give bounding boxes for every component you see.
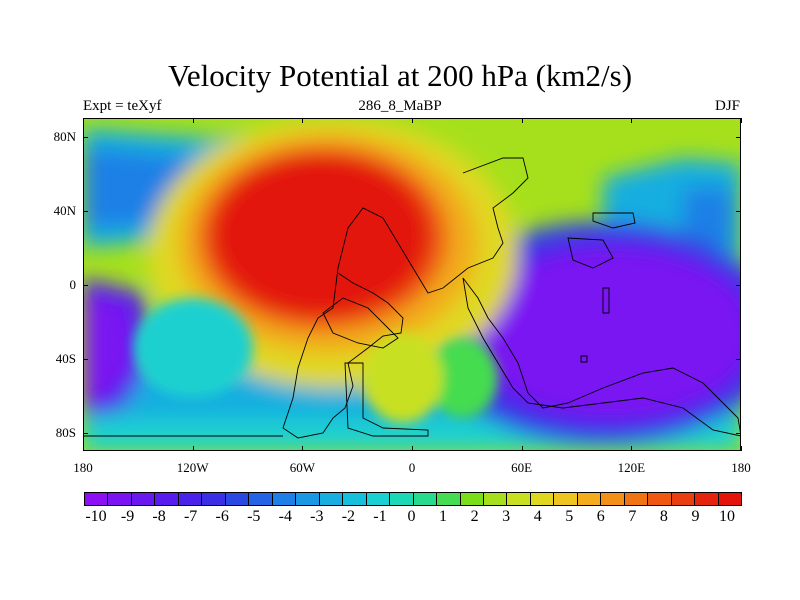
field-contours (83, 118, 741, 451)
y-tick-label: 80S (55, 424, 76, 440)
experiment-label: Expt = teXyf (83, 98, 162, 114)
colorbar-label: 3 (502, 508, 511, 525)
season-label: DJF (714, 98, 740, 114)
colorbar-swatch (390, 493, 414, 505)
colorbar-label: -6 (215, 508, 229, 525)
colorbar-swatch (225, 493, 250, 505)
colorbar-label: -10 (85, 508, 107, 525)
x-tick-label: 0 (408, 460, 416, 475)
y-tick (83, 136, 88, 138)
x-tick (302, 446, 304, 451)
x-tick (83, 446, 84, 451)
x-tick (631, 118, 633, 123)
y-tick (736, 210, 741, 212)
colorbar-label: 2 (470, 508, 479, 525)
y-tick (736, 136, 741, 138)
colorbar-label: -4 (278, 508, 292, 525)
velocity-potential-field (83, 118, 741, 451)
colorbar-swatch (202, 493, 226, 505)
x-tick-label: 120W (176, 460, 209, 475)
y-tick (83, 432, 88, 434)
colorbar-swatch (366, 493, 391, 505)
colorbar-swatch (671, 493, 696, 505)
colorbar-label: 8 (659, 508, 668, 525)
y-tick-label: 0 (69, 276, 77, 292)
x-tick (302, 118, 304, 123)
x-tick (521, 118, 523, 123)
colorbar-swatch (319, 493, 344, 505)
colorbar-swatch (85, 493, 109, 505)
x-tick-label: 60E (511, 460, 533, 475)
colorbar-swatch (507, 493, 531, 505)
colorbar-swatch (343, 493, 367, 505)
colorbar-swatch (718, 493, 742, 505)
y-tick-label: 80N (53, 128, 76, 144)
colorbar-label: 9 (691, 508, 700, 525)
x-tick (741, 118, 742, 123)
colorbar-label: -8 (152, 508, 166, 525)
colorbar-swatch (601, 493, 625, 505)
colorbar-label: -5 (247, 508, 261, 525)
colorbar-swatch (530, 493, 555, 505)
colorbar (84, 492, 742, 506)
y-tick (83, 284, 88, 286)
colorbar-swatch (178, 493, 203, 505)
x-tick (412, 446, 413, 451)
colorbar-label: 1 (439, 508, 448, 525)
colorbar-swatch (155, 493, 179, 505)
x-tick (521, 446, 523, 451)
colorbar-swatch (648, 493, 672, 505)
colorbar-swatch (624, 493, 649, 505)
y-tick (83, 210, 88, 212)
colorbar-label: -3 (310, 508, 324, 525)
x-tick (83, 118, 84, 123)
colorbar-label: 7 (628, 508, 637, 525)
y-tick-label: 40S (55, 350, 76, 366)
colorbar-label: -9 (120, 508, 135, 525)
colorbar-swatch (577, 493, 602, 505)
colorbar-swatch (437, 493, 461, 505)
colorbar-swatch (460, 493, 484, 505)
colorbar-label: 4 (533, 508, 542, 525)
y-tick (736, 432, 741, 434)
colorbar-label: -2 (341, 508, 356, 525)
x-tick-label: 180 (73, 460, 93, 475)
colorbar-swatch (108, 493, 132, 505)
x-tick (631, 446, 633, 451)
colorbar-swatch (554, 493, 578, 505)
map-frame (83, 118, 741, 451)
colorbar-swatch (483, 493, 508, 505)
y-tick (83, 358, 88, 360)
plot-title: Velocity Potential at 200 hPa (km2/s) (167, 58, 633, 93)
x-tick (412, 118, 413, 123)
x-tick-label: 180 (731, 460, 751, 475)
colorbar-swatch (249, 493, 273, 505)
colorbar-label: 6 (596, 508, 605, 525)
x-tick (192, 118, 194, 123)
colorbar-label: -1 (373, 508, 387, 525)
colorbar-label: 5 (565, 508, 574, 525)
colorbar-label: 10 (719, 508, 735, 525)
x-tick-label: 60W (289, 460, 315, 475)
run-label: 286_8_MaBP (358, 98, 442, 114)
x-tick (741, 446, 742, 451)
coastlines (83, 157, 741, 439)
map-plot (83, 118, 741, 451)
colorbar-swatch (413, 493, 438, 505)
colorbar-swatch (296, 493, 320, 505)
x-tick (192, 446, 194, 451)
colorbar-swatch (695, 493, 719, 505)
colorbar-swatch (272, 493, 297, 505)
colorbar-label: -7 (183, 508, 198, 525)
y-tick (736, 358, 741, 360)
y-tick (736, 284, 741, 286)
colorbar-label: 0 (407, 508, 416, 525)
x-tick-label: 120E (617, 460, 646, 475)
y-tick-label: 40N (53, 202, 76, 218)
colorbar-swatch (131, 493, 156, 505)
